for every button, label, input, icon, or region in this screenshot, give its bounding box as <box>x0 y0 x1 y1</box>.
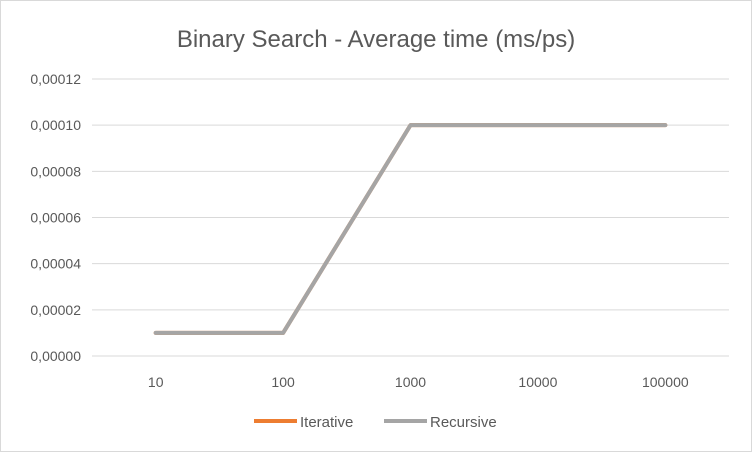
series-line-recursive <box>153 123 668 335</box>
gridlines <box>92 78 729 357</box>
series-line-iterative <box>153 123 668 335</box>
chart-title: Binary Search - Average time (ms/ps) <box>177 26 575 53</box>
legend: Iterative Recursive <box>254 414 497 431</box>
y-tick-label: 0,00008 <box>30 163 81 179</box>
legend-label: Recursive <box>430 414 497 431</box>
y-tick-label: 0,00002 <box>30 302 81 318</box>
y-tick-label: 0,00004 <box>30 256 81 272</box>
y-tick-label: 0,00012 <box>30 71 81 87</box>
x-axis-ticks: 10 100 1000 10000 100000 <box>148 374 689 390</box>
y-tick-label: 0,00006 <box>30 210 81 226</box>
legend-label: Iterative <box>300 414 353 431</box>
x-tick-label: 100 <box>271 374 295 390</box>
x-tick-label: 10000 <box>518 374 557 390</box>
y-tick-label: 0,00010 <box>30 117 81 133</box>
series-lines <box>153 123 668 335</box>
x-tick-label: 10 <box>148 374 164 390</box>
y-axis-ticks: 0,00000 0,00002 0,00004 0,00006 0,00008 0,000… <box>30 71 81 364</box>
y-tick-label: 0,00000 <box>30 348 81 364</box>
x-tick-label: 1000 <box>395 374 426 390</box>
x-tick-label: 100000 <box>642 374 689 390</box>
